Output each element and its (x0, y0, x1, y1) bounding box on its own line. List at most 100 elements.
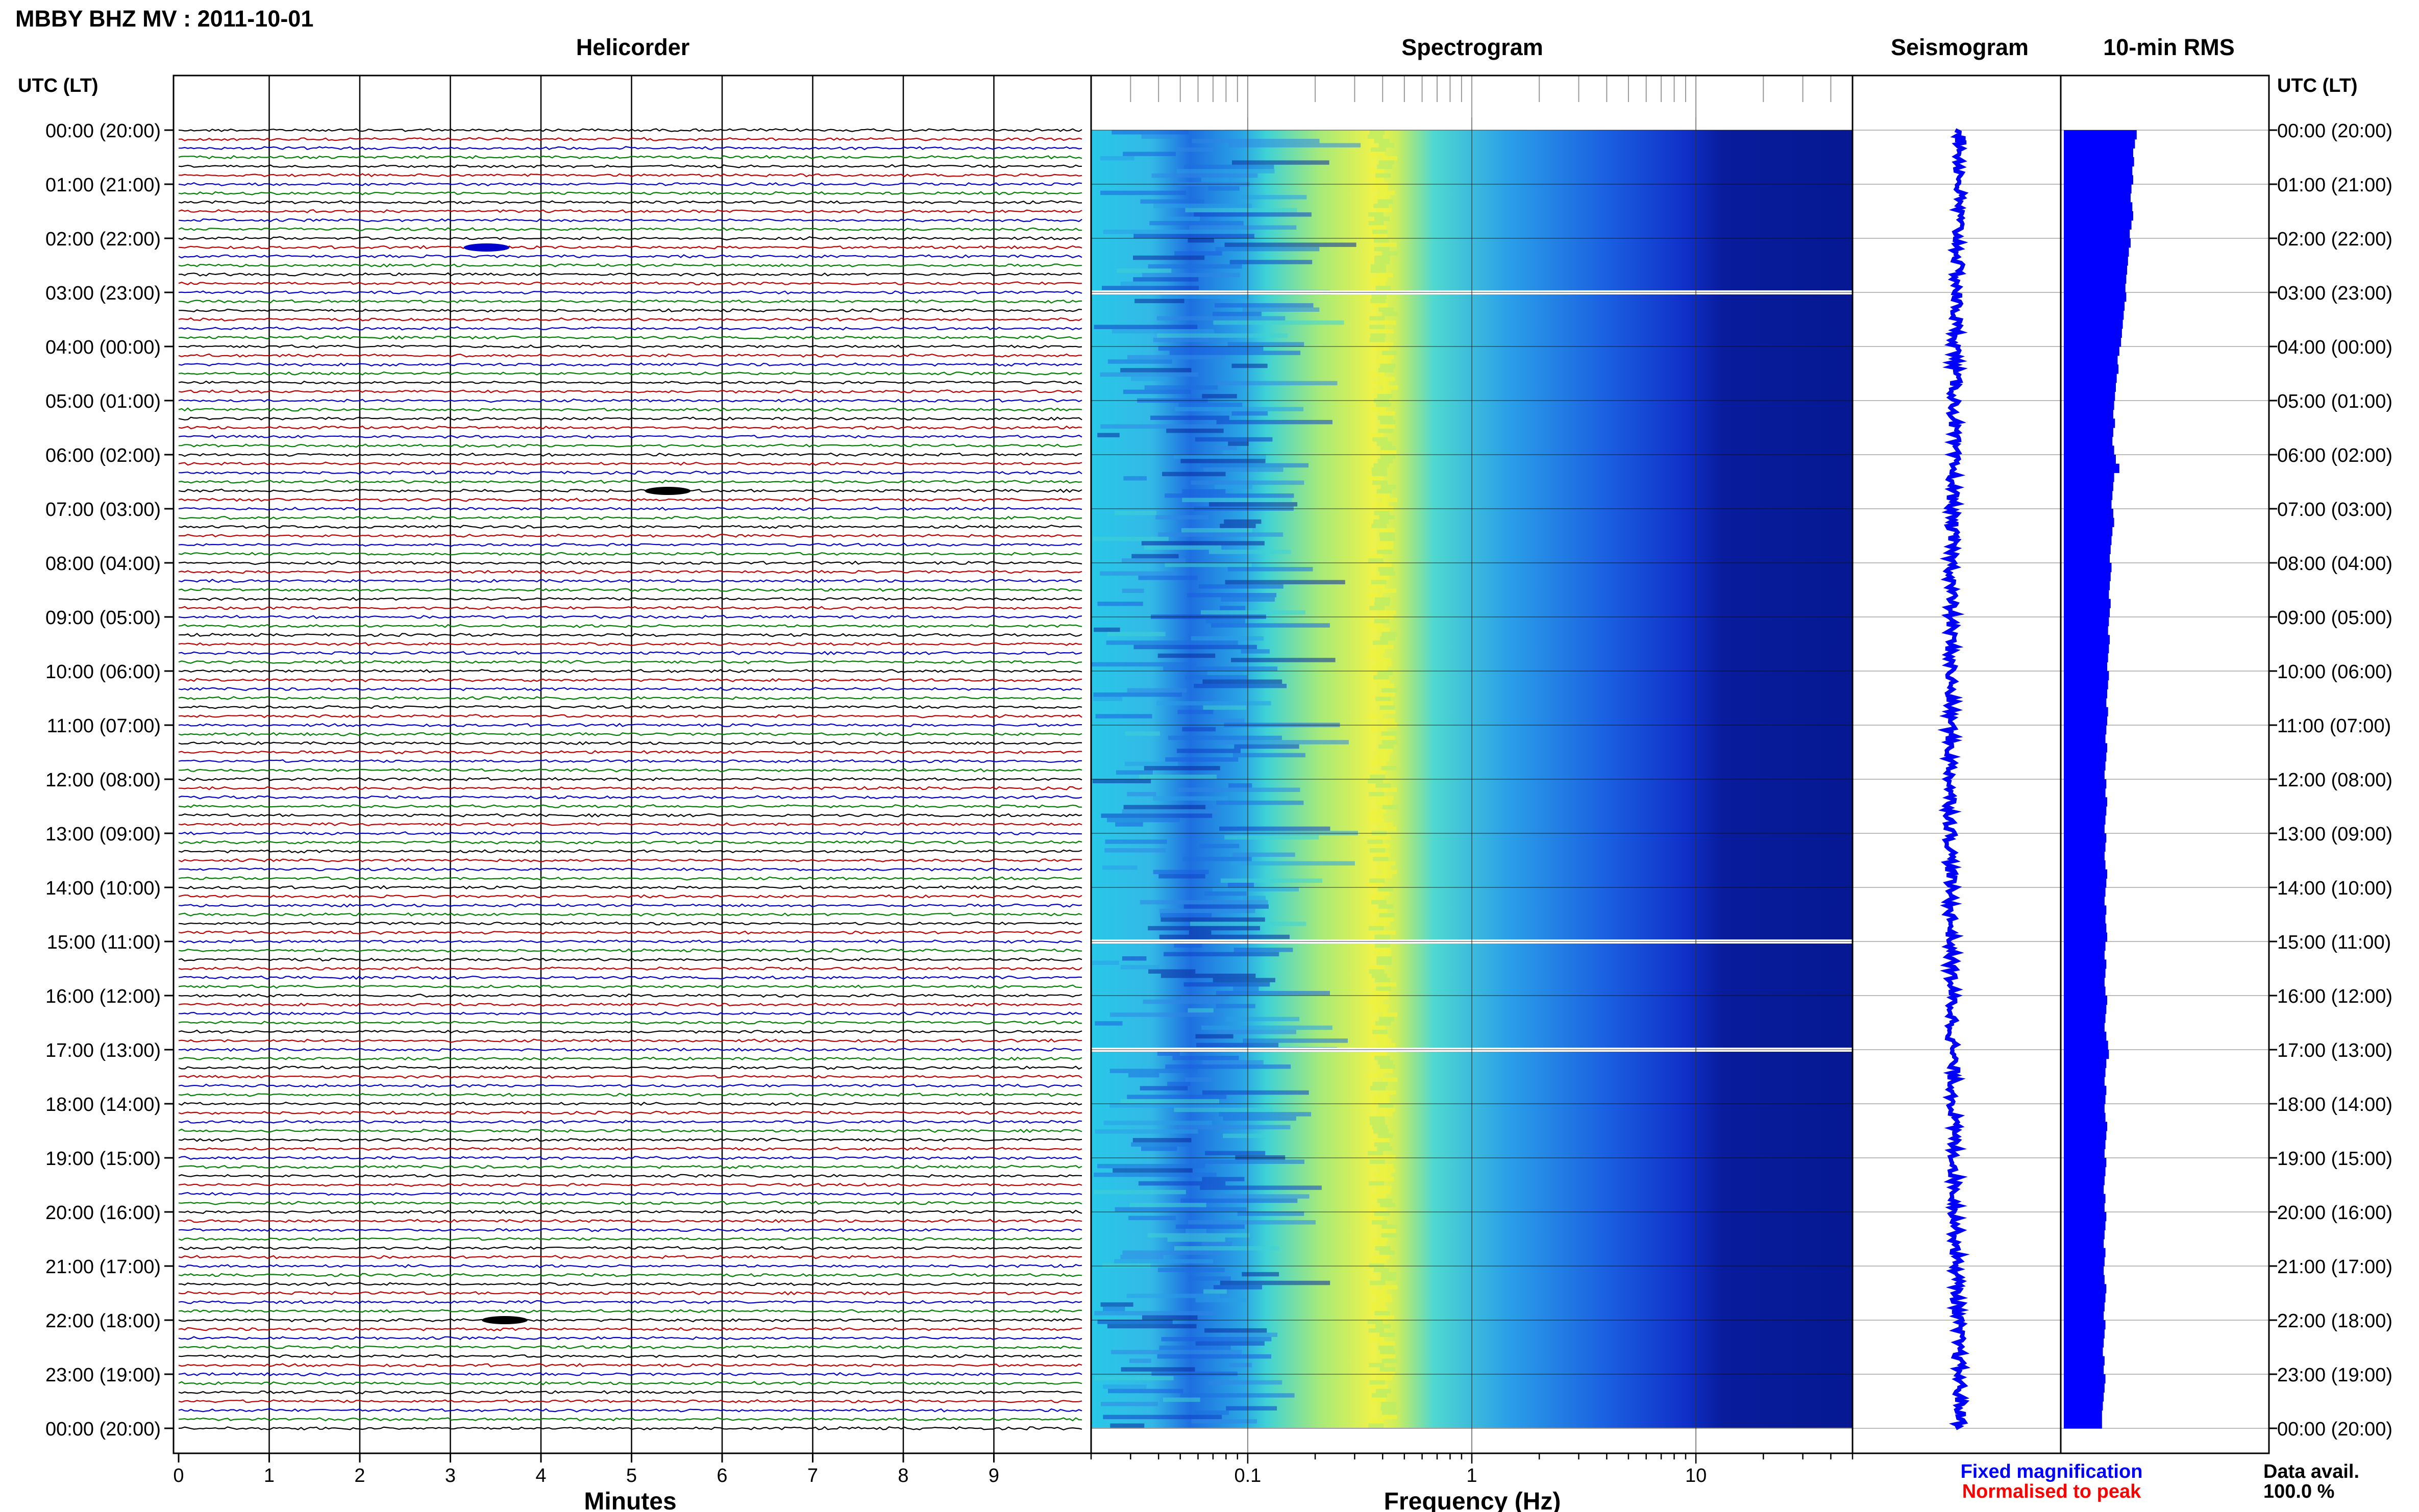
rms-bar (2064, 1401, 2103, 1411)
spectrogram-texture-cell (1224, 1332, 1278, 1337)
rms-bar (2064, 1266, 2104, 1276)
spectrogram-texture-cell (1368, 779, 1384, 783)
spectrogram-texture-cell (1375, 943, 1391, 948)
spectrogram-texture-cell (1114, 510, 1156, 515)
helicorder-trace-line (179, 768, 1082, 773)
spectrogram-texture-cell (1376, 956, 1392, 961)
spectrogram-texture-cell (1373, 995, 1389, 1000)
spectrogram-texture-cell (1381, 450, 1397, 455)
spectrogram-texture-cell (1374, 891, 1390, 896)
spectrogram-texture-cell (1379, 1168, 1395, 1173)
spectrogram-texture-cell (1378, 143, 1394, 147)
spectrogram-texture-cell (1369, 1380, 1385, 1385)
rms-bar (2064, 1023, 2105, 1032)
helicorder-trace-line (178, 1354, 1082, 1358)
spectrogram-texture-cell (1379, 1250, 1395, 1255)
helicorder-trace-line (178, 714, 1082, 718)
spectrogram-texture-cell (1379, 515, 1395, 519)
rms-bar (2064, 1302, 2105, 1311)
helicorder-trace-line (178, 1336, 1082, 1341)
helicorder-trace-line (178, 380, 1082, 385)
helicorder-trace-line (178, 164, 1082, 168)
row-label-right: 16:00 (12:00) (2277, 986, 2392, 1007)
helicorder-frame (172, 75, 1092, 1454)
spectrogram-texture-cell (1138, 576, 1198, 580)
helicorder-trace-line (178, 371, 1082, 376)
spectrogram-texture-cell (1226, 1406, 1277, 1411)
spectrogram-texture-cell (1370, 1121, 1386, 1125)
helicorder-trace-line (178, 552, 1082, 556)
spectrogram-texture-cell (1372, 1030, 1388, 1034)
rms-bar (2064, 806, 2107, 816)
spectrogram-texture-cell (1140, 199, 1204, 204)
helicorder-trace-line (178, 912, 1082, 917)
spectrogram-texture-cell (1109, 1103, 1236, 1108)
helicorder-trace-line (178, 840, 1082, 845)
spectrogram-texture-cell (1177, 169, 1275, 173)
spectrogram-texture-cell (1367, 1320, 1383, 1324)
spectrogram-texture-cell (1374, 216, 1390, 221)
spectrogram-texture-cell (1176, 749, 1241, 753)
spectrogram-texture-cell (1372, 1125, 1388, 1130)
spectrogram-texture-cell (1368, 1419, 1384, 1424)
spectrogram-texture-cell (1167, 216, 1200, 221)
spectrogram-texture-cell (1097, 1163, 1205, 1169)
spectrogram-texture-cell (1380, 1367, 1395, 1372)
spectrogram-texture-cell (1376, 489, 1392, 494)
spectrogram-texture-cell (1214, 381, 1338, 386)
spectrogram-texture-cell (1374, 602, 1390, 606)
helicorder-trace-line (178, 317, 1082, 322)
spectrogram-texture-cell (1102, 865, 1138, 870)
spectrogram-texture-cell (1132, 1138, 1192, 1143)
rms-bar (2064, 401, 2114, 410)
rms-bar (2064, 517, 2114, 527)
spectrogram-texture-cell (1112, 329, 1215, 334)
spectrogram-texture-cell (1370, 333, 1386, 338)
spectrogram-texture-cell (1376, 1038, 1392, 1043)
rms-bar (2064, 734, 2106, 743)
spectrogram-texture-cell (1188, 1008, 1214, 1013)
spectrogram-texture-cell (1175, 407, 1304, 411)
rms-bar (2064, 1131, 2107, 1141)
spectrogram-texture-cell (1367, 839, 1383, 844)
spectrogram-texture-cell (1100, 156, 1134, 161)
spectrogram-texture-cell (1371, 264, 1386, 269)
spectrogram-texture-cell (1120, 1099, 1219, 1104)
spectrogram-texture-cell (1231, 658, 1336, 662)
helicorder-trace-line (178, 1056, 1082, 1061)
spectrogram-texture-cell (1107, 632, 1166, 636)
spectrogram-texture-cell (1369, 1116, 1385, 1121)
spectrogram-texture-cell (1377, 1376, 1393, 1380)
rms-bar (2064, 166, 2133, 176)
spectrogram-texture-cell (1093, 692, 1182, 697)
spectrogram-texture-cell (1161, 917, 1265, 922)
spectrogram-texture-cell (1374, 576, 1390, 580)
spectrogram-texture-cell (1177, 709, 1214, 714)
helicorder-trace-line (178, 1399, 1082, 1404)
spectrogram-texture-cell (1203, 1289, 1227, 1294)
spectrogram-texture-cell (1375, 948, 1391, 952)
spectrogram-texture-cell (1188, 1276, 1231, 1281)
spectrogram-texture-cell (1217, 740, 1349, 745)
rms-bar (2064, 1085, 2107, 1095)
rms-bar (2064, 1158, 2107, 1168)
row-label-left: 12:00 (08:00) (45, 770, 161, 791)
spectrogram-texture-cell (1091, 662, 1197, 667)
spectrogram-texture-cell (1104, 848, 1166, 853)
spectrogram-texture-cell (1191, 636, 1264, 641)
helicorder-trace-line (178, 587, 1082, 592)
helicorder-trace-line (178, 137, 1082, 141)
spectrogram-texture-cell (1377, 749, 1393, 753)
helicorder-trace-line (178, 1282, 1082, 1286)
helicorder-trace-line (178, 579, 1082, 583)
helicorder-trace-line (178, 272, 1082, 277)
helicorder-trace-line (178, 660, 1082, 664)
spectrogram-texture-cell (1163, 666, 1278, 671)
spectrogram-texture-cell (1103, 1384, 1147, 1389)
seismogram-trace (1937, 128, 1971, 1430)
spectrogram-texture-cell (1237, 1211, 1304, 1216)
row-label-right: 06:00 (02:00) (2277, 445, 2392, 466)
spectrogram-texture-cell (1220, 1280, 1330, 1285)
spectrogram-texture-cell (1369, 896, 1385, 900)
rms-bar (2064, 1347, 2103, 1357)
